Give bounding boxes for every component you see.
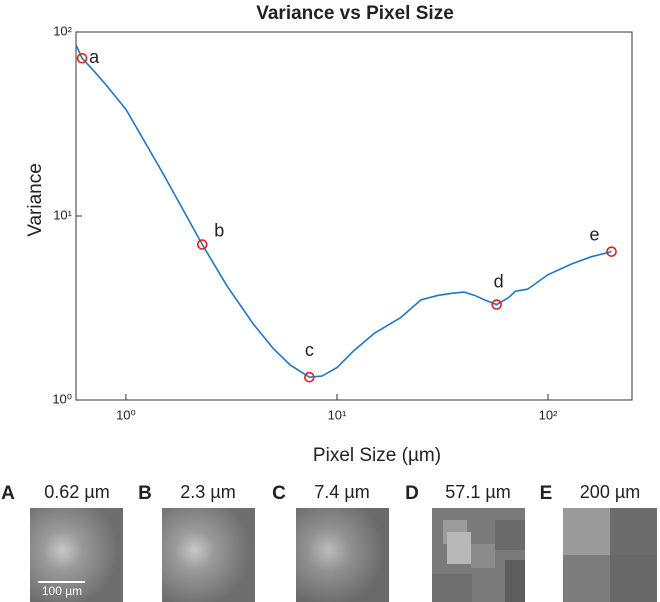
- marker: [491, 299, 502, 310]
- panel-letter: D: [405, 483, 419, 504]
- panel-letter: E: [540, 483, 553, 504]
- y-axis-label: Variance: [25, 163, 46, 237]
- image: [296, 508, 389, 602]
- marker-label: e: [590, 224, 600, 244]
- plot-frame: [75, 31, 633, 401]
- image-panels: 100 µm: [30, 508, 657, 602]
- marker-label: b: [214, 220, 224, 240]
- x-axis-label: Pixel Size (µm): [313, 445, 441, 466]
- marker-label: c: [305, 340, 314, 360]
- panel-label: 0.62 µm: [44, 482, 109, 502]
- marker: [196, 239, 208, 250]
- panel-label: 7.4 µm: [314, 482, 369, 502]
- panel-letter: B: [138, 483, 152, 504]
- data-line: [75, 44, 612, 379]
- y-tick-label: 10⁰: [52, 391, 72, 406]
- x-tick-label: 10⁰: [116, 407, 136, 422]
- y-tick-label: 10¹: [53, 207, 72, 222]
- x-tick-label: 10¹: [328, 407, 347, 422]
- panel-label: 2.3 µm: [180, 482, 235, 502]
- panel-label: 200 µm: [580, 482, 640, 502]
- marker-label: a: [89, 47, 100, 67]
- marker: [606, 246, 617, 257]
- marker: [76, 52, 88, 64]
- y-tick-label: 10²: [53, 23, 72, 38]
- panel-label: 57.1 µm: [445, 482, 510, 502]
- image: [432, 508, 525, 602]
- x-tick-label: 10²: [539, 407, 558, 422]
- image: [162, 508, 255, 602]
- panel-letter: C: [272, 483, 286, 504]
- marker: [304, 371, 315, 383]
- image: [563, 508, 657, 602]
- image: [30, 508, 123, 602]
- chart-title: Variance vs Pixel Size: [256, 3, 454, 24]
- marker-label: d: [494, 271, 504, 291]
- scale-bar-label: 100 µm: [42, 584, 82, 598]
- panel-letter: A: [1, 483, 15, 504]
